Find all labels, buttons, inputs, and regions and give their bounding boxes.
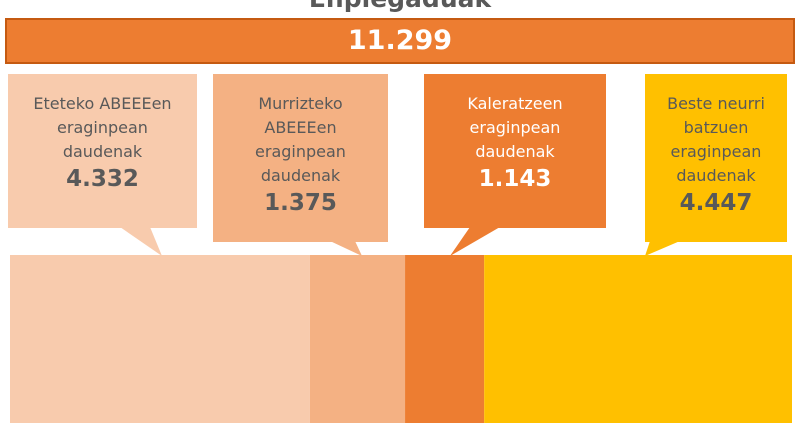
chart-title: Enplegaduak (0, 0, 800, 13)
value-label: 1.143 (478, 166, 552, 192)
bar-segment (10, 255, 310, 423)
callout: Kaleratzeen eraginpean daudenak 1.143 (424, 74, 606, 228)
value-label: 1.375 (264, 190, 337, 216)
callout: Murrizteko ABEEEen eraginpean daudenak 1.… (213, 74, 388, 242)
callout-pointer (330, 241, 362, 256)
callout-pointer (645, 241, 680, 256)
callout-pointer (120, 227, 162, 256)
total-banner: 11.299 (5, 18, 795, 64)
bar-segment (309, 255, 406, 423)
category-label: Eteteko ABEEEen eraginpean daudenak (33, 94, 172, 161)
callout: Beste neurri batzuen eraginpean daudenak… (645, 74, 787, 242)
bar-segment (484, 255, 792, 423)
bar-segment (405, 255, 485, 423)
value-label: 4.332 (66, 166, 139, 192)
category-label: Murrizteko ABEEEen eraginpean daudenak (255, 94, 346, 185)
callout: Eteteko ABEEEen eraginpean daudenak 4.332 (8, 74, 197, 228)
value-label: 4.447 (679, 190, 753, 216)
category-label: Kaleratzeen eraginpean daudenak (467, 94, 563, 161)
category-label: Beste neurri batzuen eraginpean daudenak (667, 94, 765, 185)
callout-pointer (450, 227, 500, 256)
